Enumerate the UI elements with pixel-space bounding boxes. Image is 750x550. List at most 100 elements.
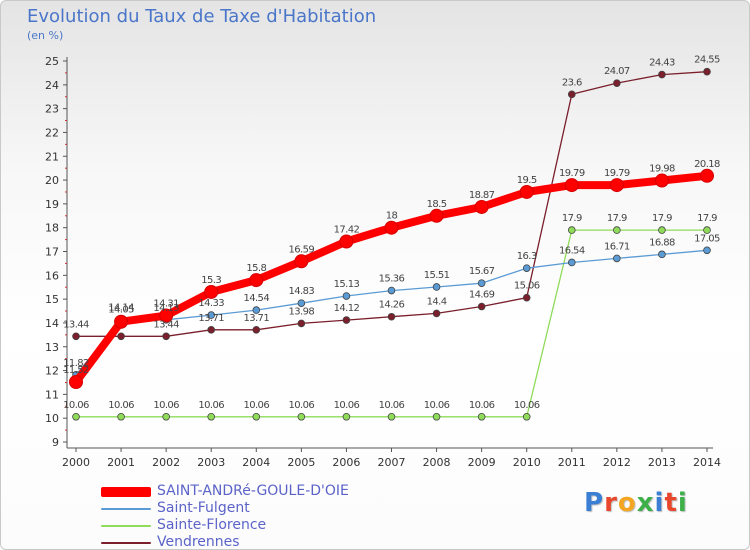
data-label: 24.43: [649, 58, 675, 69]
series-point-0: [204, 284, 219, 299]
series-point-3: [72, 332, 80, 341]
series-point-3: [342, 316, 351, 324]
series-point-0: [159, 308, 174, 323]
data-label: 18.5: [427, 199, 447, 210]
data-label: 10.06: [514, 400, 540, 411]
y-tick-label: 23: [45, 103, 59, 116]
y-tick-label: 11: [45, 388, 59, 401]
data-label: 13.44: [153, 319, 179, 330]
y-tick-label: 24: [45, 79, 59, 92]
y-tick-label: 10: [45, 412, 59, 425]
series-point-1: [477, 279, 486, 287]
series-point-3: [387, 312, 396, 321]
data-label: 19.5: [517, 175, 537, 186]
data-label: 16.59: [289, 244, 315, 255]
chart-title: Evolution du Taux de Taxe d'Habitation: [27, 6, 377, 27]
data-label: 17.9: [697, 213, 717, 224]
data-label: 10.06: [469, 400, 495, 411]
y-tick-label: 15: [45, 293, 59, 306]
x-tick-label: 2004: [242, 456, 270, 469]
series-point-2: [297, 412, 306, 421]
x-tick-label: 2009: [468, 456, 496, 469]
data-label: 18.87: [469, 190, 495, 201]
logo-letter: i: [677, 488, 688, 518]
data-label: 14.13: [153, 303, 179, 314]
legend-label: Saint-Fulgent: [157, 500, 250, 516]
data-label: 13.98: [289, 306, 315, 317]
series-point-0: [564, 178, 579, 193]
legend-label: SAINT-ANDRé-GOULE-D'OIE: [157, 483, 349, 499]
data-label: 23.6: [562, 77, 582, 88]
data-label: 10.06: [108, 400, 134, 411]
legend-label: Sainte-Florence: [157, 517, 267, 533]
series-point-3: [117, 332, 125, 341]
series-point-2: [72, 412, 80, 421]
series-point-3: [613, 79, 621, 87]
logo-letter: t: [664, 488, 678, 518]
series-point-2: [613, 226, 621, 234]
y-tick-label: 17: [45, 246, 59, 259]
series-point-3: [703, 67, 711, 76]
series-point-3: [252, 326, 261, 334]
data-label: 15.67: [469, 266, 495, 277]
data-label: 10.06: [153, 400, 179, 411]
legend-swatch: [101, 542, 151, 544]
data-label: 17.9: [607, 213, 627, 224]
data-label: 10.06: [63, 400, 89, 411]
data-label: 17.9: [652, 213, 672, 224]
y-tick-label: 9: [52, 436, 59, 449]
series-point-0: [339, 234, 354, 249]
legend-swatch: [101, 525, 151, 527]
series-line-3: [75, 71, 708, 337]
chart-data-labels: 11.52 14.05 14.31 15.3 15.8 16.59 17.42 18 18.5 1…: [63, 55, 720, 411]
series-point-2: [703, 226, 711, 234]
series-point-3: [477, 302, 486, 311]
legend-swatch: [101, 508, 151, 510]
data-label: 14.83: [289, 286, 315, 297]
data-label: 16.71: [604, 241, 630, 252]
series-point-3: [207, 326, 216, 334]
data-label: 15.36: [379, 274, 405, 285]
series-point-1: [567, 258, 576, 267]
data-label: 11.82: [63, 358, 89, 369]
series-point-1: [432, 283, 441, 291]
x-tick-label: 2013: [648, 456, 676, 469]
series-point-1: [252, 306, 261, 314]
data-label: 17.42: [334, 224, 360, 235]
series-point-1: [703, 246, 711, 255]
series-point-0: [249, 273, 264, 288]
y-tick-label: 13: [45, 341, 59, 354]
data-label: 17.9: [562, 213, 582, 224]
series-point-2: [162, 412, 170, 421]
y-tick-label: 18: [45, 222, 59, 235]
x-tick-label: 2000: [62, 456, 90, 469]
x-tick-label: 2005: [287, 456, 315, 469]
series-point-3: [432, 309, 441, 318]
data-label: 13.71: [198, 313, 224, 324]
data-label: 19.79: [559, 168, 585, 179]
data-label: 10.06: [289, 400, 315, 411]
series-point-1: [297, 299, 306, 307]
data-label: 14.31: [153, 299, 179, 310]
data-label: 13.44: [63, 319, 89, 330]
data-label: 10.06: [424, 400, 450, 411]
data-label: 15.8: [246, 263, 266, 274]
legend-swatch: [101, 487, 151, 497]
series-point-2: [522, 412, 531, 421]
data-label: 17.05: [694, 233, 720, 244]
y-tick-label: 19: [45, 198, 59, 211]
series-point-0: [700, 168, 714, 183]
logo-letter: P: [584, 488, 605, 518]
series-point-0: [474, 199, 489, 214]
series-point-2: [342, 412, 351, 421]
logo-letter: o: [617, 488, 637, 518]
series-point-0: [429, 208, 444, 223]
data-label: 19.79: [604, 168, 630, 179]
y-tick-label: 25: [45, 55, 59, 68]
logo-letter: r: [604, 488, 618, 518]
chart-axes: 9 10 11 12 13 14 15 16 17 18 19 20 21 22 23 24 25 2000 200…: [45, 55, 721, 469]
y-tick-label: 20: [45, 174, 59, 187]
chart-series-layer: [69, 67, 714, 421]
data-label: 10.06: [198, 400, 224, 411]
